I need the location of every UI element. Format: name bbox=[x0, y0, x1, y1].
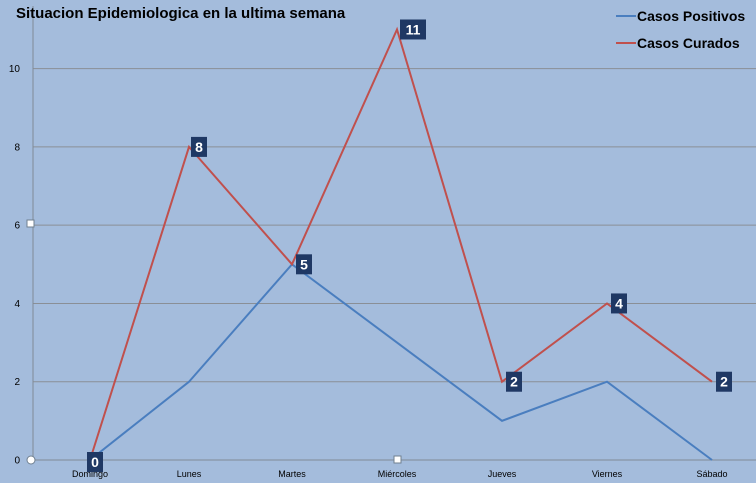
y-tick-label: 6 bbox=[14, 221, 20, 232]
x-tick-label: Domingo bbox=[72, 469, 108, 479]
data-label-text: 11 bbox=[406, 21, 421, 37]
data-label-text: 2 bbox=[510, 374, 518, 390]
axes bbox=[32, 6, 756, 461]
data-label: 2 bbox=[716, 371, 732, 392]
selection-handles[interactable] bbox=[26, 219, 402, 465]
data-label: 4 bbox=[611, 293, 627, 314]
y-tick-label: 4 bbox=[14, 299, 20, 310]
resize-handle[interactable] bbox=[26, 219, 35, 228]
legend: Casos Positivos Casos Curados bbox=[616, 8, 745, 51]
legend-label-casos-curados: Casos Curados bbox=[637, 35, 740, 51]
y-tick-label: 2 bbox=[14, 377, 20, 388]
x-tick-label: Miércoles bbox=[378, 469, 417, 479]
data-label-text: 4 bbox=[615, 295, 623, 311]
y-axis-tick-labels: 0 2 4 6 8 10 bbox=[9, 64, 21, 466]
x-axis-tick-labels: Domingo Lunes Martes Miércoles Jueves Viernes… bbox=[72, 469, 728, 479]
data-label-box bbox=[506, 371, 522, 392]
x-tick-label: Jueves bbox=[488, 469, 517, 479]
data-label: 8 bbox=[191, 136, 207, 157]
x-tick-label: Lunes bbox=[177, 469, 202, 479]
data-label-box bbox=[296, 254, 312, 275]
data-label-box bbox=[400, 19, 426, 40]
chart-title: Situacion Epidemiologica en la ultima se… bbox=[16, 5, 346, 22]
data-label-text: 2 bbox=[720, 374, 728, 390]
data-label: 2 bbox=[506, 371, 522, 392]
data-label-text: 0 bbox=[91, 454, 99, 470]
gridlines bbox=[33, 68, 756, 383]
series-lines bbox=[89, 26, 713, 461]
x-tick-label: Viernes bbox=[592, 469, 623, 479]
series-line-casos-curados bbox=[89, 26, 713, 461]
resize-handle[interactable] bbox=[26, 455, 36, 465]
y-tick-label: 8 bbox=[14, 142, 20, 153]
data-label: 0 bbox=[87, 452, 103, 472]
y-tick-label: 10 bbox=[9, 64, 21, 75]
data-label-box bbox=[611, 293, 627, 314]
series-line-casos-positivos bbox=[89, 262, 713, 461]
resize-handle[interactable] bbox=[393, 455, 402, 464]
data-label-box bbox=[87, 452, 103, 472]
data-label-text: 5 bbox=[300, 256, 308, 272]
data-labels: 0 8 5 11 2 4 2 bbox=[87, 19, 732, 472]
data-label: 5 bbox=[296, 254, 312, 275]
legend-label-casos-positivos: Casos Positivos bbox=[637, 8, 745, 24]
x-tick-label: Sábado bbox=[696, 469, 727, 479]
data-label-text: 8 bbox=[195, 139, 203, 155]
data-label: 11 bbox=[400, 19, 426, 40]
data-label-box bbox=[716, 371, 732, 392]
y-tick-label: 0 bbox=[14, 456, 20, 467]
data-label-box bbox=[191, 136, 207, 157]
x-tick-label: Martes bbox=[278, 469, 306, 479]
